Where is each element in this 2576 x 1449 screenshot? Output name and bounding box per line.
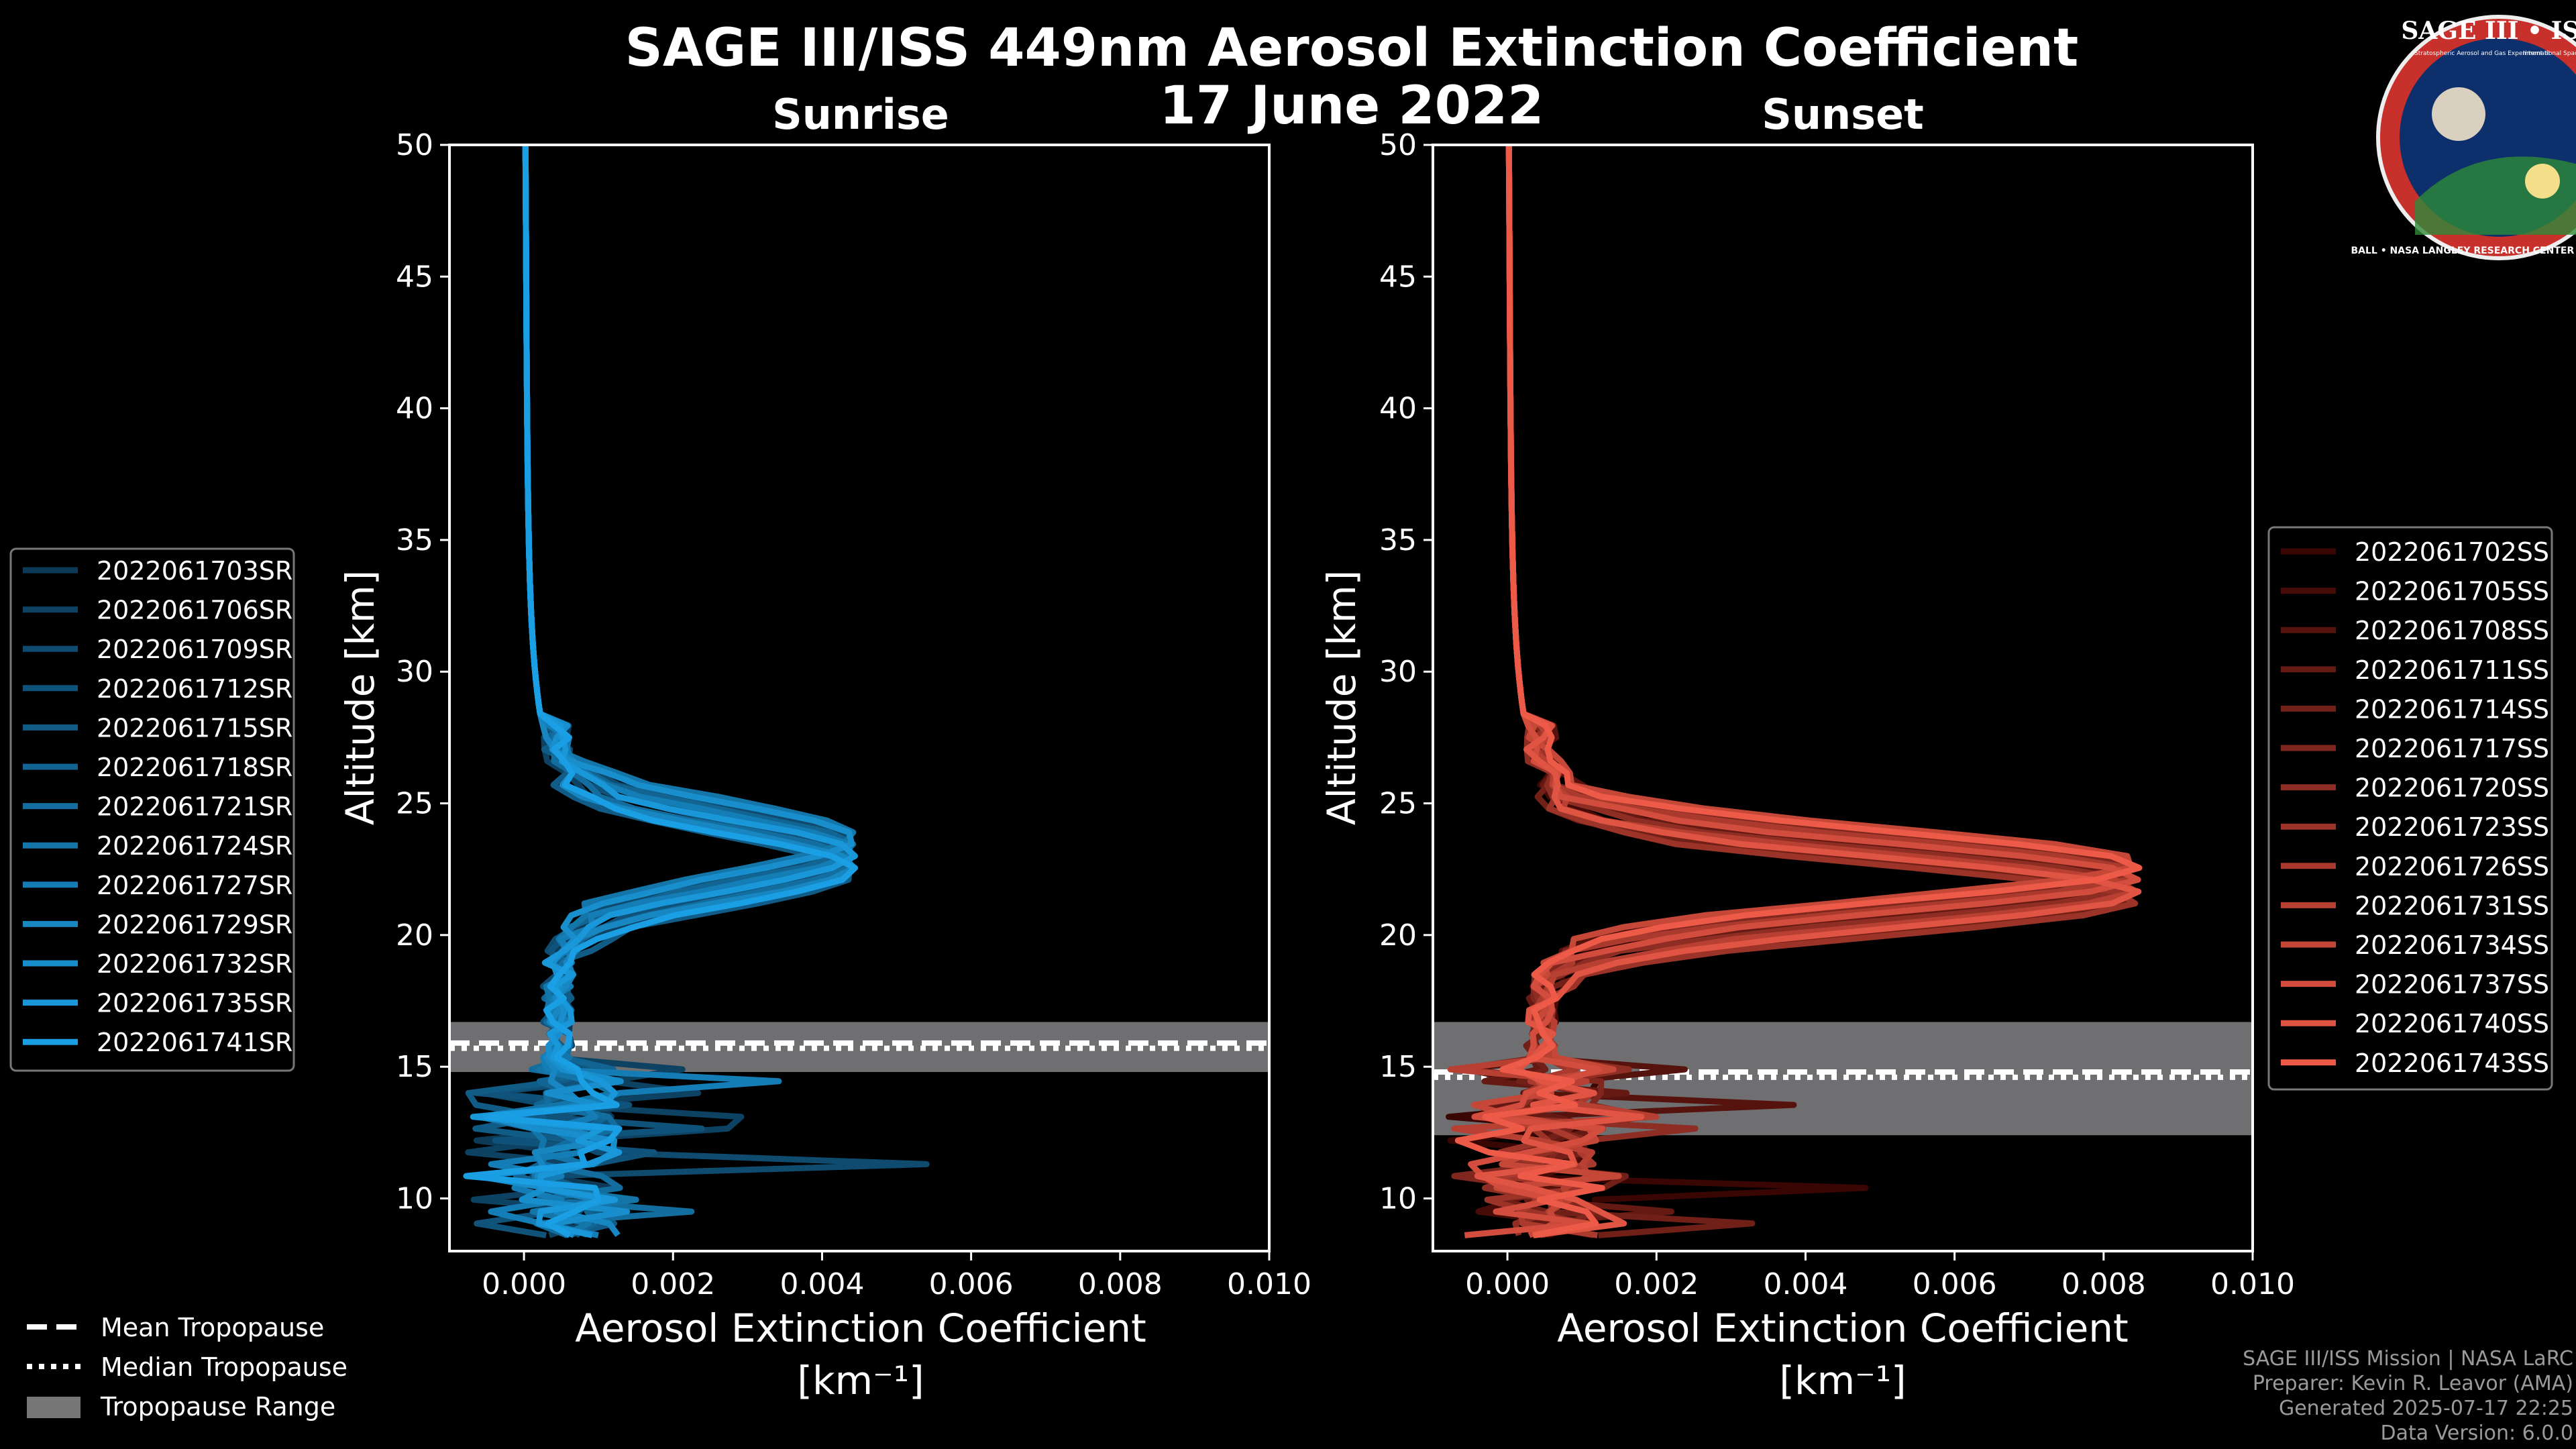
x-tick-label: 0.010 — [1227, 1267, 1311, 1301]
tropopause-range-label: Tropopause Range — [100, 1392, 335, 1421]
legend-entry-label: 2022061734SS — [2355, 930, 2549, 960]
logo-ring-text: BALL • NASA LANGLEY RESEARCH CENTER • TA… — [2351, 246, 2576, 256]
tropopause-legend: Mean Tropopause Median Tropopause Tropop… — [27, 1313, 347, 1421]
sunrise-xlabel: Aerosol Extinction Coefficient — [575, 1305, 1146, 1351]
legend-entry-label: 2022061735SR — [97, 989, 292, 1018]
sunset-panel: Sunset 0.000 0.002 0.004 0.006 0.008 0.010 10 1… — [1319, 90, 2295, 1403]
legend-entry-label: 2022061729SR — [97, 910, 292, 939]
sunrise-legend: 2022061703SR 2022061706SR 2022061709SR 2022… — [9, 547, 295, 1072]
logo-figure — [2432, 87, 2485, 141]
credits: SAGE III/ISS Mission | NASA LaRC Prepare… — [2243, 1347, 2573, 1445]
y-tick-label: 25 — [1379, 787, 1417, 821]
y-tick-label: 40 — [1379, 392, 1417, 426]
x-tick-label: 0.008 — [2061, 1267, 2146, 1301]
legend-entry-label: 2022061721SR — [97, 792, 292, 822]
logo-side-text: International Space Station — [2523, 50, 2576, 57]
tropopause-range-swatch — [27, 1397, 80, 1418]
sunset-panel-title: Sunset — [1762, 90, 1924, 139]
sunset-ylabel: Altitude [km] — [1319, 570, 1364, 825]
logo-sun — [2525, 164, 2560, 199]
legend-entry-label: 2022061720SS — [2355, 773, 2549, 803]
legend-entry-label: 2022061743SS — [2355, 1049, 2549, 1078]
x-tick-label: 0.000 — [1465, 1267, 1550, 1301]
sunset-profiles — [1446, 145, 2143, 1238]
y-tick-label: 40 — [396, 392, 433, 426]
x-tick-label: 0.002 — [1614, 1267, 1699, 1301]
legend-entry-label: 2022061727SR — [97, 871, 292, 900]
y-tick-label: 35 — [1379, 523, 1417, 557]
legend-entry-label: 2022061708SS — [2355, 616, 2549, 645]
sunset-legend: 2022061702SS 2022061705SS 2022061708SS 2022… — [2267, 526, 2553, 1091]
x-tick-label: 0.004 — [1763, 1267, 1847, 1301]
sunset-axes-frame — [1432, 144, 2254, 1252]
figure-date: 17 June 2022 — [1160, 76, 1544, 136]
legend-entry-label: 2022061714SS — [2355, 694, 2549, 724]
sunset-legend-frame — [2267, 526, 2553, 1091]
legend-entry-label: 2022061705SS — [2355, 577, 2549, 606]
sunrise-legend-frame — [9, 547, 295, 1072]
sunset-xlabel: Aerosol Extinction Coefficient — [1557, 1305, 2129, 1351]
legend-entry-label: 2022061717SS — [2355, 734, 2549, 763]
credit-line-4: Data Version: 6.0.0 — [2381, 1421, 2573, 1445]
legend-entry-label: 2022061703SR — [97, 556, 292, 586]
sunrise-panel-title: Sunrise — [772, 90, 949, 139]
legend-entry-label: 2022061723SS — [2355, 812, 2549, 842]
legend-entry-label: 2022061712SR — [97, 674, 292, 704]
logo-name: SAGE III • ISS — [2401, 17, 2576, 45]
legend-entry-label: 2022061737SS — [2355, 970, 2549, 1000]
sunset-xunit: [km⁻¹] — [1779, 1358, 1906, 1403]
x-tick-label: 0.006 — [1913, 1267, 1997, 1301]
legend-entry-label: 2022061702SS — [2355, 537, 2549, 567]
y-tick-label: 20 — [1379, 918, 1417, 953]
y-tick-label: 15 — [1379, 1050, 1417, 1084]
sunrise-axes-frame — [448, 144, 1271, 1252]
y-tick-label: 50 — [396, 128, 433, 162]
x-tick-label: 0.004 — [780, 1267, 864, 1301]
profile-line-2022061741SR — [463, 145, 858, 1238]
sunset-ticks: 0.000 0.002 0.004 0.006 0.008 0.010 10 15 20 25 30… — [1379, 128, 2295, 1301]
median-tropopause-label: Median Tropopause — [101, 1352, 347, 1382]
sunrise-ticks: 0.000 0.002 0.004 0.006 0.008 0.010 10 15 20 25 30… — [396, 128, 1311, 1301]
y-tick-label: 10 — [396, 1181, 433, 1216]
sunrise-profiles — [463, 145, 930, 1238]
y-tick-label: 45 — [1379, 260, 1417, 294]
y-tick-label: 50 — [1379, 128, 1417, 162]
x-tick-label: 0.008 — [1078, 1267, 1163, 1301]
y-tick-label: 45 — [396, 260, 433, 294]
x-tick-label: 0.006 — [929, 1267, 1014, 1301]
sage-logo: SAGE III • ISS Stratospheric Aerosol and… — [2351, 15, 2576, 260]
x-tick-label: 0.000 — [482, 1267, 566, 1301]
x-tick-label: 0.002 — [631, 1267, 715, 1301]
legend-entry-label: 2022061709SR — [97, 635, 292, 664]
sunrise-ylabel: Altitude [km] — [337, 570, 383, 825]
y-tick-label: 25 — [396, 787, 433, 821]
y-tick-label: 35 — [396, 523, 433, 557]
sunrise-panel: Sunrise 0.000 0.002 0.004 0.006 0.008 0.010 10… — [337, 90, 1311, 1403]
legend-entry-label: 2022061741SR — [97, 1028, 292, 1057]
legend-entry-label: 2022061706SR — [97, 596, 292, 625]
legend-entry-label: 2022061732SR — [97, 949, 292, 979]
sunrise-xunit: [km⁻¹] — [797, 1358, 924, 1403]
legend-entry-label: 2022061724SR — [97, 831, 292, 861]
logo-top-text: Stratospheric Aerosol and Gas Experiment… — [2414, 50, 2550, 57]
y-tick-label: 15 — [396, 1050, 433, 1084]
legend-entry-label: 2022061715SR — [97, 713, 292, 743]
figure-title: SAGE III/ISS 449nm Aerosol Extinction Co… — [625, 18, 2079, 78]
legend-entry-label: 2022061726SS — [2355, 852, 2549, 881]
credit-line-2: Preparer: Kevin R. Leavor (AMA) — [2253, 1372, 2573, 1395]
legend-entry-label: 2022061711SS — [2355, 655, 2549, 685]
y-tick-label: 30 — [1379, 655, 1417, 689]
profile-line-2022061743SS — [1454, 145, 2143, 1238]
credit-line-1: SAGE III/ISS Mission | NASA LaRC — [2243, 1347, 2573, 1371]
y-tick-label: 20 — [396, 918, 433, 953]
credit-line-3: Generated 2025-07-17 22:25 — [2279, 1397, 2573, 1420]
legend-entry-label: 2022061740SS — [2355, 1009, 2549, 1038]
mean-tropopause-label: Mean Tropopause — [101, 1313, 324, 1342]
y-tick-label: 10 — [1379, 1181, 1417, 1216]
legend-entry-label: 2022061731SS — [2355, 891, 2549, 920]
legend-entry-label: 2022061718SR — [97, 753, 292, 782]
x-tick-label: 0.010 — [2210, 1267, 2295, 1301]
y-tick-label: 30 — [396, 655, 433, 689]
